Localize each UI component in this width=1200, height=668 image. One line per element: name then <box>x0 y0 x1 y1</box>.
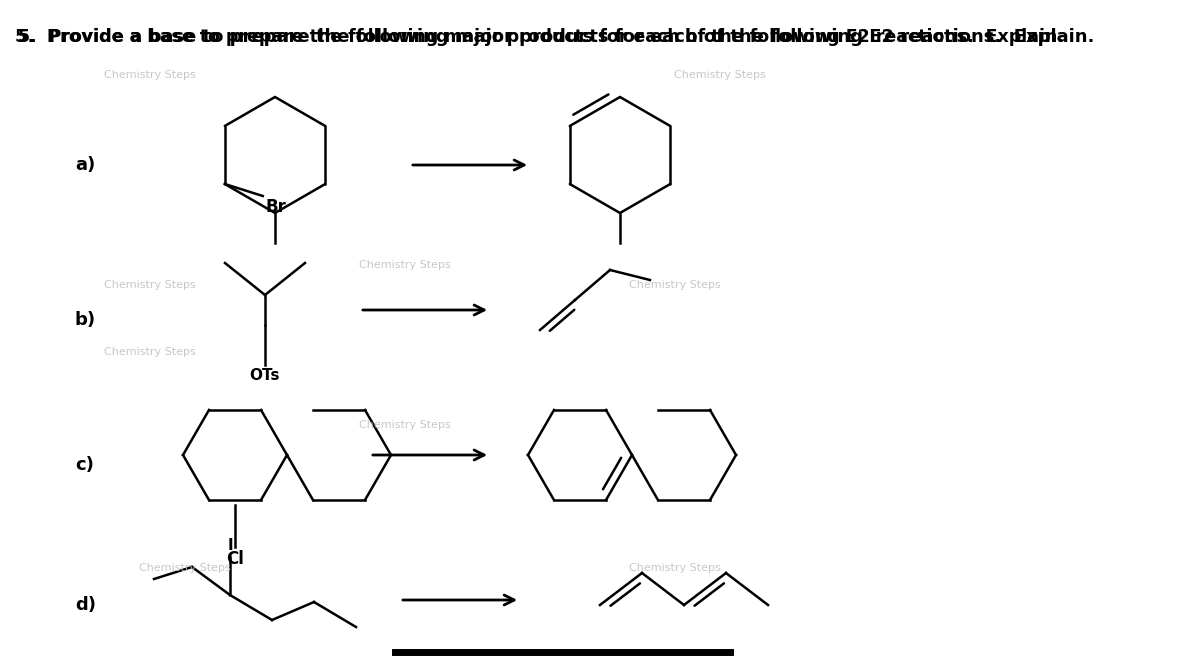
Text: a): a) <box>74 156 95 174</box>
Text: Chemistry Steps: Chemistry Steps <box>104 280 196 290</box>
Text: c): c) <box>74 456 94 474</box>
Text: Chemistry Steps: Chemistry Steps <box>104 70 196 80</box>
Text: Chemistry Steps: Chemistry Steps <box>674 70 766 80</box>
Text: I: I <box>227 538 233 553</box>
Text: Chemistry Steps: Chemistry Steps <box>629 280 721 290</box>
Text: Chemistry Steps: Chemistry Steps <box>359 420 451 430</box>
Text: d): d) <box>74 596 96 614</box>
Text: Chemistry Steps: Chemistry Steps <box>104 347 196 357</box>
Text: 5.  Provide a base to prepare the following major products for each of the follo: 5. Provide a base to prepare the followi… <box>18 28 1064 46</box>
Text: OTs: OTs <box>250 368 281 383</box>
Text: Cl: Cl <box>226 550 244 568</box>
Text: Br: Br <box>265 198 287 216</box>
Text: Chemistry Steps: Chemistry Steps <box>359 260 451 270</box>
Text: b): b) <box>74 311 96 329</box>
Text: 5.  Provide a base to prepare the following major products for each of the follo: 5. Provide a base to prepare the followi… <box>14 28 1094 46</box>
Text: Chemistry Steps: Chemistry Steps <box>629 563 721 573</box>
Text: Chemistry Steps: Chemistry Steps <box>139 563 230 573</box>
